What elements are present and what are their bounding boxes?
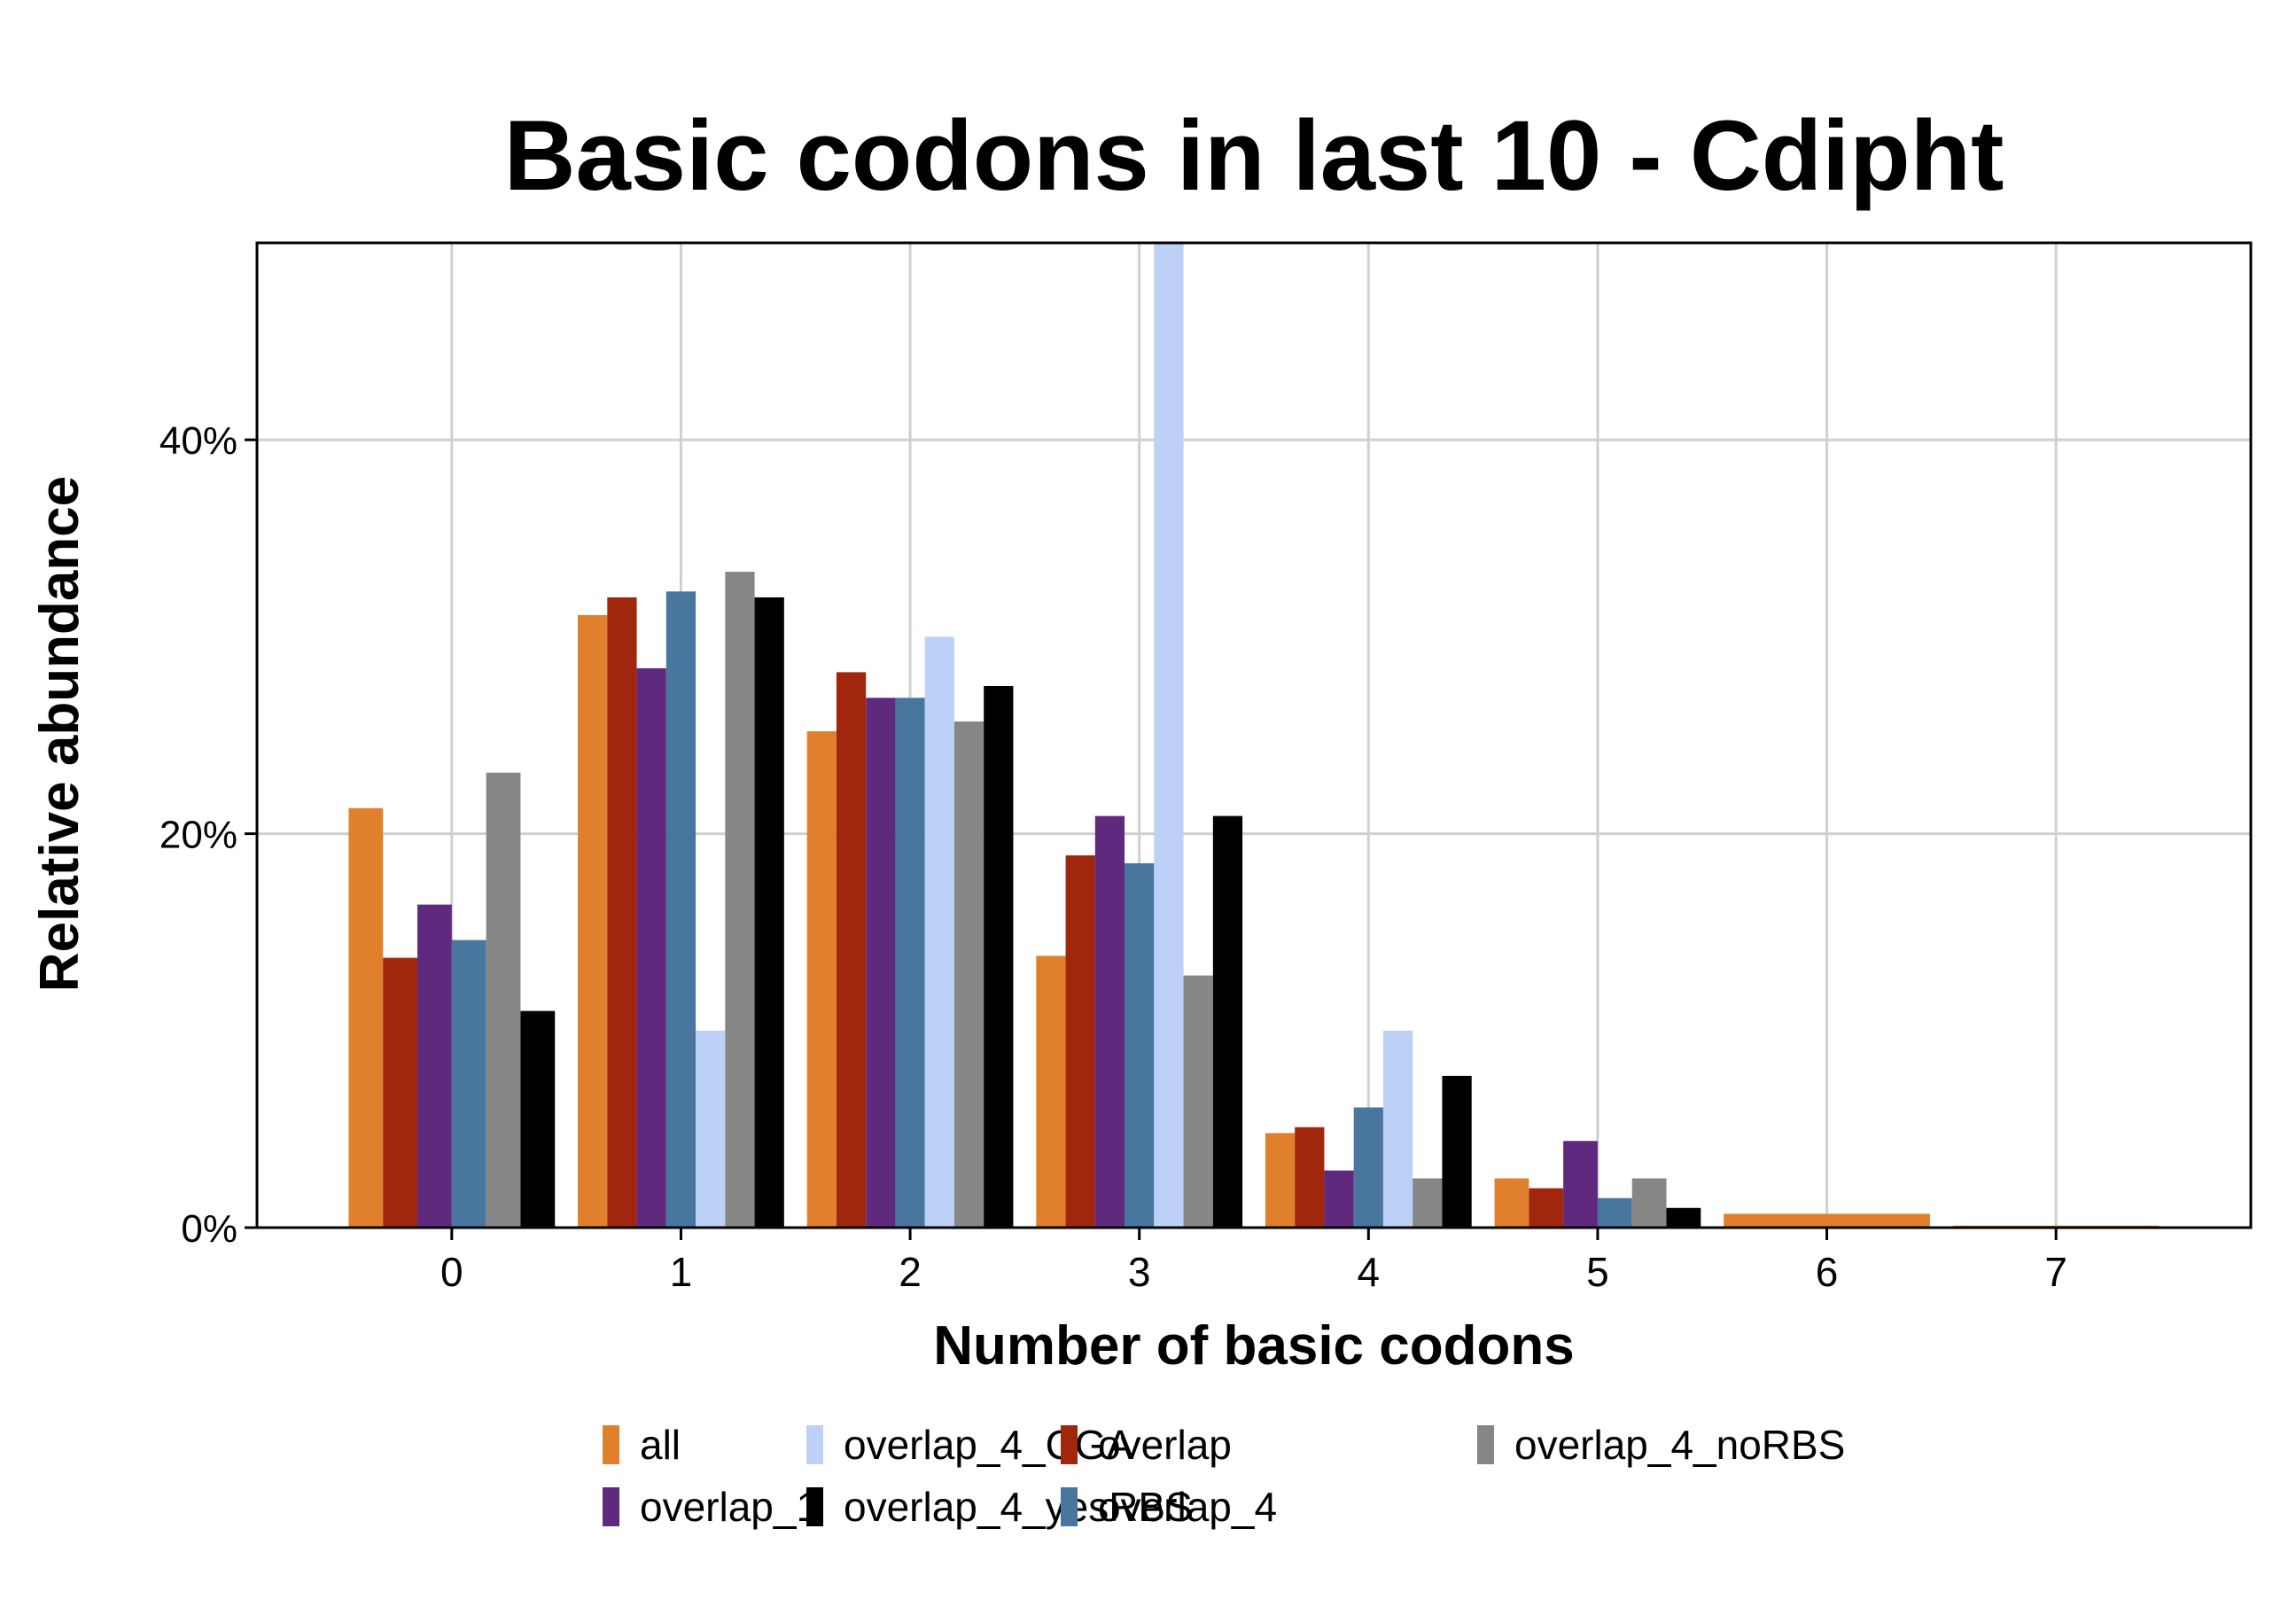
bar [636, 667, 666, 1228]
legend: all overlap_1 overlap_4_CGA overlap_4_yesRB… [603, 1418, 1985, 1542]
bar [1324, 1170, 1354, 1228]
bar [725, 572, 755, 1228]
legend-swatch [806, 1425, 823, 1464]
x-tick-label: 0 [440, 1249, 463, 1295]
bar [417, 904, 452, 1228]
x-tick-label: 3 [1128, 1249, 1151, 1295]
bar [984, 685, 1014, 1228]
bar [1382, 1030, 1413, 1228]
chart-title: Basic codons in last 10 - Cdipht [503, 100, 2004, 211]
x-tick-label: 2 [899, 1249, 922, 1295]
y-axis-title: Relative abundance [29, 475, 90, 993]
legend-swatch [1061, 1487, 1078, 1526]
bar [1597, 1197, 1632, 1228]
bar [754, 597, 784, 1228]
bar [895, 698, 925, 1228]
bar [451, 940, 486, 1228]
legend-label: overlap [1098, 1422, 1232, 1468]
bar [1442, 1075, 1472, 1228]
legend-label: overlap_4_yesRBS [844, 1484, 1193, 1530]
bar [520, 1010, 556, 1228]
legend-swatch [806, 1487, 823, 1526]
bar [1094, 815, 1125, 1228]
bar [1183, 975, 1213, 1228]
bar [607, 597, 637, 1228]
bar [1724, 1213, 1930, 1228]
legend-label: all [640, 1422, 681, 1468]
legend-label: overlap_4 [1098, 1484, 1278, 1530]
bar [696, 1030, 726, 1228]
x-tick-label: 1 [670, 1249, 693, 1295]
bar [348, 807, 384, 1228]
legend-item: overlap_4 [1061, 1480, 1277, 1533]
legend-label: overlap_1 [640, 1484, 820, 1530]
y-tick-label: 20% [160, 814, 237, 857]
bar [1295, 1127, 1325, 1228]
bar [1563, 1141, 1598, 1228]
bar [924, 636, 954, 1228]
bar [836, 672, 867, 1228]
bar [578, 614, 608, 1228]
legend-label: overlap_4_noRBS [1514, 1422, 1846, 1468]
bar [953, 721, 985, 1228]
legend-item: overlap_4_CGA [806, 1418, 1133, 1471]
bar [1212, 815, 1243, 1228]
plot-border [255, 241, 2253, 1229]
bar [866, 698, 896, 1228]
legend-label: overlap_4_CGA [844, 1422, 1134, 1468]
bar [1353, 1107, 1383, 1228]
bar [1494, 1178, 1529, 1228]
legend-swatch [1061, 1425, 1078, 1464]
bar [1265, 1133, 1296, 1228]
legend-item: overlap_1 [603, 1480, 819, 1533]
bar [383, 957, 418, 1228]
y-tick-label: 0% [181, 1207, 237, 1251]
bar [1631, 1178, 1667, 1228]
bar [665, 591, 697, 1228]
legend-item: all [603, 1418, 681, 1471]
bar [1529, 1188, 1564, 1228]
legend-item: overlap [1061, 1418, 1232, 1471]
legend-swatch [1477, 1425, 1494, 1464]
bar [1666, 1207, 1701, 1228]
x-axis-title: Number of basic codons [933, 1315, 1575, 1377]
bar [1413, 1178, 1443, 1228]
legend-item: overlap_4_yesRBS [806, 1480, 1193, 1533]
legend-swatch [603, 1487, 619, 1526]
bar [486, 772, 521, 1228]
y-tick-label: 40% [160, 419, 237, 463]
legend-item: overlap_4_noRBS [1477, 1418, 1845, 1471]
x-tick-label: 5 [1586, 1249, 1609, 1295]
bar [806, 731, 837, 1228]
legend-swatch [603, 1425, 619, 1464]
bar [1036, 956, 1066, 1228]
bar [1065, 855, 1095, 1228]
bar [1125, 862, 1155, 1228]
x-tick-label: 6 [1816, 1249, 1839, 1295]
x-tick-label: 4 [1358, 1249, 1381, 1295]
bar [1154, 243, 1184, 1228]
x-tick-label: 7 [2044, 1249, 2067, 1295]
